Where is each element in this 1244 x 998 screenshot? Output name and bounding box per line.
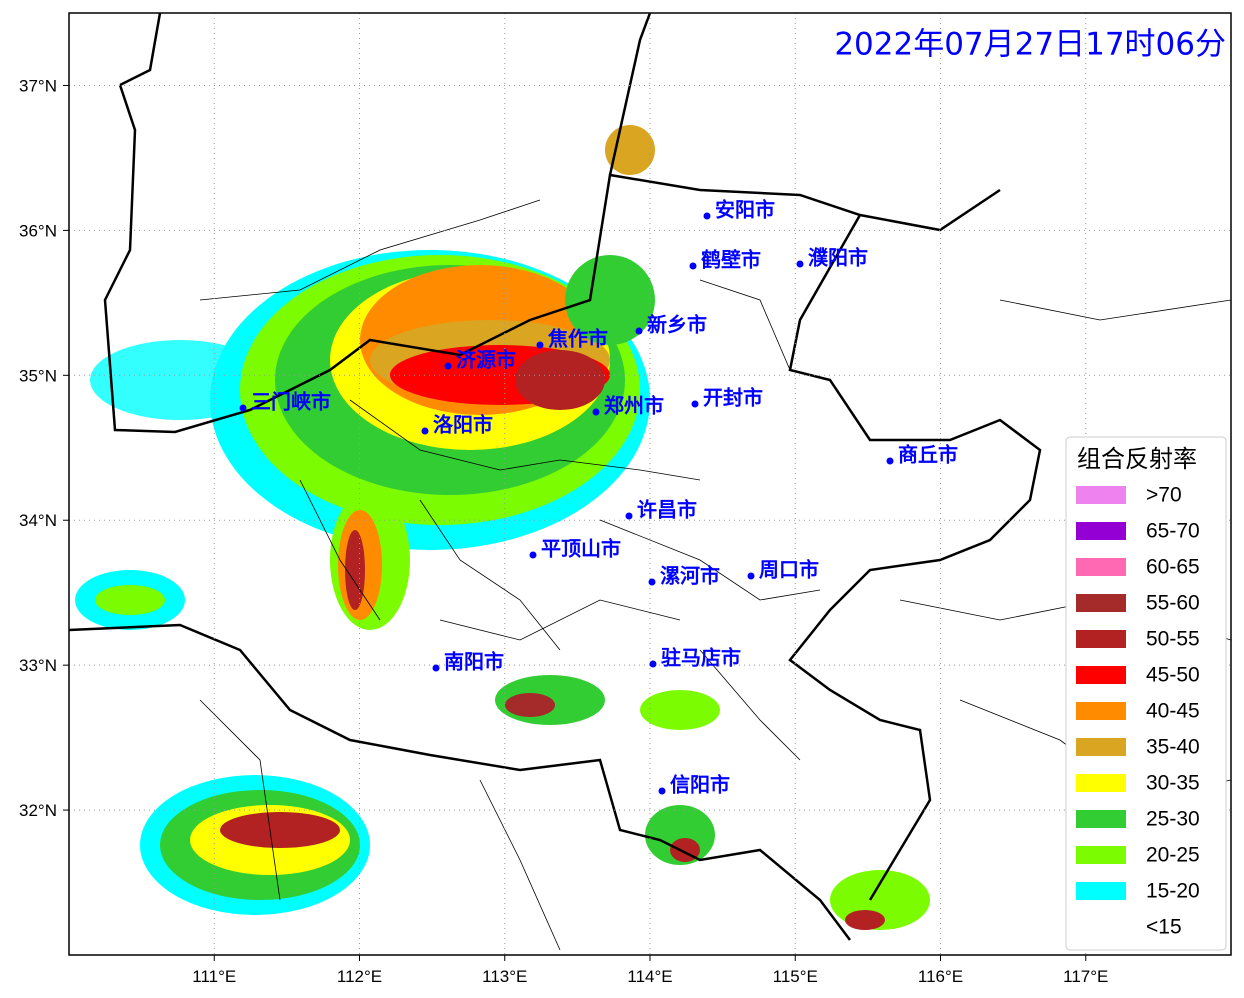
legend-swatch [1076,846,1126,864]
legend-swatch [1076,882,1126,900]
x-tick-label: 113°E [482,967,527,986]
timestamp-title: 2022年07月27日17时06分 [834,27,1226,63]
legend-swatch [1076,810,1126,828]
city-label: 南阳市 [444,650,504,674]
legend-label: <15 [1146,916,1182,939]
legend-label: 35-40 [1146,736,1200,759]
city-dot [658,787,666,795]
city-label: 许昌市 [637,498,697,522]
y-tick-label: 33°N [19,656,57,675]
legend-label: 20-25 [1146,844,1200,867]
city-label: 平顶山市 [541,537,621,561]
city-label: 新乡市 [647,313,707,337]
y-tick-label: 32°N [19,801,57,820]
legend-swatch [1076,702,1126,720]
legend-swatch [1076,594,1126,612]
city-dot [529,551,537,559]
city-label: 安阳市 [715,198,775,222]
legend-label: 45-50 [1146,664,1200,687]
city-label: 焦作市 [548,327,608,351]
legend-swatch [1076,666,1126,684]
map-frame [68,12,1232,956]
city-dot [625,512,633,520]
y-tick-label: 35°N [19,366,57,385]
city-label: 周口市 [759,558,819,582]
legend-label: 60-65 [1146,556,1200,579]
y-tick-label: 36°N [19,221,57,240]
legend-label: >70 [1146,484,1182,507]
city-dot [432,664,440,672]
city-label: 洛阳市 [433,413,493,437]
city-dot [886,457,894,465]
city-label: 信阳市 [670,773,730,797]
city-dot [689,262,697,270]
legend-swatch [1076,738,1126,756]
city-label: 漯河市 [660,564,720,588]
city-dot [635,327,643,335]
city-dot [444,362,452,370]
legend-swatch [1076,486,1126,504]
legend-box [1065,436,1227,951]
city-label: 济源市 [456,348,516,372]
city-dot [421,427,429,435]
legend-label: 30-35 [1146,772,1200,795]
y-tick-label: 37°N [19,76,57,95]
legend-swatch [1076,630,1126,648]
x-tick-label: 112°E [337,967,382,986]
legend-swatch [1076,774,1126,792]
legend-label: 15-20 [1146,880,1200,903]
legend-title: 组合反射率 [1077,445,1197,473]
city-dot [592,408,600,416]
city-label: 鹤壁市 [701,248,761,272]
x-tick-label: 117°E [1063,967,1108,986]
x-tick-label: 115°E [773,967,818,986]
legend-swatch [1076,522,1126,540]
city-dot [536,341,544,349]
city-label: 开封市 [703,386,763,410]
city-label: 驻马店市 [661,646,741,670]
city-label: 郑州市 [604,394,664,418]
legend-label: 55-60 [1146,592,1200,615]
city-dot [649,660,657,668]
legend-swatch [1076,558,1126,576]
city-label: 商丘市 [898,443,958,467]
legend-label: 25-30 [1146,808,1200,831]
city-dot [796,260,804,268]
city-label: 濮阳市 [808,246,868,270]
x-tick-label: 116°E [918,967,963,986]
legend-label: 65-70 [1146,520,1200,543]
legend-label: 50-55 [1146,628,1200,651]
city-dot [648,578,656,586]
city-dot [703,212,711,220]
y-tick-label: 34°N [19,511,57,530]
city-dot [691,400,699,408]
x-tick-label: 111°E [192,967,236,986]
x-tick-label: 114°E [627,967,672,986]
legend-label: 40-45 [1146,700,1200,723]
city-dot [239,404,247,412]
city-label: 三门峡市 [251,390,331,414]
boundaries [68,12,1232,951]
city-dot [747,572,755,580]
